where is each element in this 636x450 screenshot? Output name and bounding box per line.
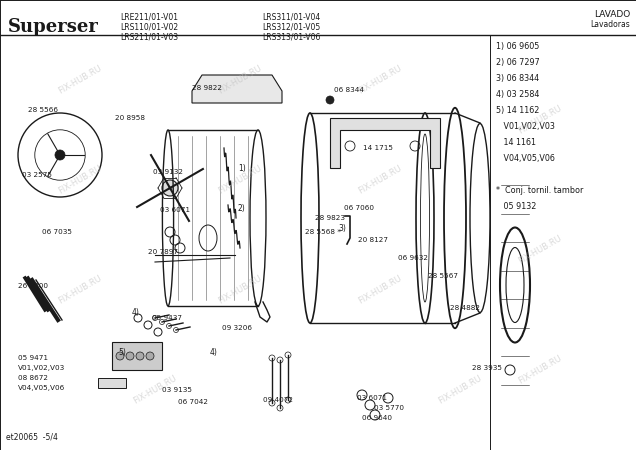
Polygon shape — [192, 75, 282, 103]
Text: Lavadoras: Lavadoras — [590, 20, 630, 29]
Text: 28 5567: 28 5567 — [428, 273, 458, 279]
Text: 3) 06 8344: 3) 06 8344 — [496, 74, 539, 83]
Text: 03 6071: 03 6071 — [357, 395, 387, 401]
Text: 09 3206: 09 3206 — [222, 325, 252, 331]
Text: 05 9471: 05 9471 — [18, 355, 48, 361]
Text: LRE211/01-V01: LRE211/01-V01 — [120, 13, 178, 22]
Text: 5): 5) — [118, 347, 126, 356]
Text: FIX-HUB.RU: FIX-HUB.RU — [516, 354, 563, 386]
Text: 06 8344: 06 8344 — [334, 87, 364, 93]
Circle shape — [326, 96, 334, 104]
Text: 03 5770: 03 5770 — [374, 405, 404, 411]
Text: 05 9437: 05 9437 — [152, 315, 182, 321]
Text: 4): 4) — [132, 307, 140, 316]
Circle shape — [162, 180, 178, 196]
Text: LRS313/01-V06: LRS313/01-V06 — [262, 33, 321, 42]
Text: 4): 4) — [210, 347, 218, 356]
Text: 06 7035: 06 7035 — [42, 229, 72, 235]
Circle shape — [136, 352, 144, 360]
Text: FIX-HUB.RU: FIX-HUB.RU — [357, 274, 403, 306]
Text: 1): 1) — [238, 163, 245, 172]
Text: 03 2575: 03 2575 — [22, 172, 52, 178]
Text: 28 5568 *: 28 5568 * — [305, 229, 341, 235]
Text: 03 6071: 03 6071 — [160, 207, 190, 213]
Text: 09 4072: 09 4072 — [263, 397, 293, 403]
Text: FIX-HUB.RU: FIX-HUB.RU — [357, 64, 403, 96]
Text: 08 8672: 08 8672 — [18, 375, 48, 381]
Text: 20 8958: 20 8958 — [115, 115, 145, 121]
Text: FIX-HUB.RU: FIX-HUB.RU — [57, 164, 104, 196]
Text: 26 3300: 26 3300 — [18, 283, 48, 289]
Text: 14 1715: 14 1715 — [363, 145, 393, 151]
Text: FIX-HUB.RU: FIX-HUB.RU — [516, 234, 563, 266]
Text: 2): 2) — [238, 203, 245, 212]
Text: 28 9822: 28 9822 — [192, 85, 222, 91]
Text: 28 3935: 28 3935 — [472, 365, 502, 371]
Text: FIX-HUB.RU: FIX-HUB.RU — [437, 374, 483, 406]
Text: 28 9823: 28 9823 — [315, 215, 345, 221]
Text: 1) 06 9605: 1) 06 9605 — [496, 42, 539, 51]
Text: FIX-HUB.RU: FIX-HUB.RU — [217, 164, 263, 196]
Text: 20 8127: 20 8127 — [358, 237, 388, 243]
Text: LRS110/01-V02: LRS110/01-V02 — [120, 23, 178, 32]
Text: et20065  -5/4: et20065 -5/4 — [6, 433, 58, 442]
Polygon shape — [330, 118, 440, 168]
Text: FIX-HUB.RU: FIX-HUB.RU — [357, 164, 403, 196]
Text: 4) 03 2584: 4) 03 2584 — [496, 90, 539, 99]
Text: FIX-HUB.RU: FIX-HUB.RU — [57, 64, 104, 96]
Text: 3): 3) — [338, 224, 346, 233]
Circle shape — [146, 352, 154, 360]
Text: *  Conj. tornil. tambor: * Conj. tornil. tambor — [496, 186, 583, 195]
Text: V04,V05,V06: V04,V05,V06 — [18, 385, 66, 391]
Text: FIX-HUB.RU: FIX-HUB.RU — [217, 274, 263, 306]
Text: 20 7897: 20 7897 — [148, 249, 178, 255]
Text: 28 5566: 28 5566 — [28, 107, 58, 113]
Text: V04,V05,V06: V04,V05,V06 — [496, 154, 555, 163]
Circle shape — [126, 352, 134, 360]
Text: FIX-HUB.RU: FIX-HUB.RU — [132, 374, 178, 406]
Text: V01,V02,V03: V01,V02,V03 — [496, 122, 555, 131]
Text: 06 7042: 06 7042 — [178, 399, 208, 405]
Text: FIX-HUB.RU: FIX-HUB.RU — [57, 274, 104, 306]
Text: LRS311/01-V04: LRS311/01-V04 — [262, 13, 321, 22]
Circle shape — [55, 150, 65, 160]
Text: 2) 06 7297: 2) 06 7297 — [496, 58, 540, 67]
Text: LRS312/01-V05: LRS312/01-V05 — [262, 23, 321, 32]
Text: 03 9135: 03 9135 — [162, 387, 192, 393]
Text: Superser: Superser — [8, 18, 99, 36]
Text: LRS211/01-V03: LRS211/01-V03 — [120, 33, 178, 42]
Text: 5) 14 1162: 5) 14 1162 — [496, 106, 539, 115]
Circle shape — [116, 352, 124, 360]
Text: 28 4882: 28 4882 — [450, 305, 480, 311]
Text: 05 9132: 05 9132 — [496, 202, 536, 211]
Text: 06 9640: 06 9640 — [362, 415, 392, 421]
Bar — [98, 378, 126, 388]
Text: V01,V02,V03: V01,V02,V03 — [18, 365, 66, 371]
Text: 14 1161: 14 1161 — [496, 138, 536, 147]
Text: 03 9132: 03 9132 — [153, 169, 183, 175]
Text: FIX-HUB.RU: FIX-HUB.RU — [516, 104, 563, 136]
Text: 06 7060: 06 7060 — [344, 205, 374, 211]
Text: FIX-HUB.RU: FIX-HUB.RU — [217, 64, 263, 96]
Bar — [112, 342, 162, 370]
Text: 06 9632: 06 9632 — [398, 255, 428, 261]
Text: LAVADO: LAVADO — [594, 10, 630, 19]
